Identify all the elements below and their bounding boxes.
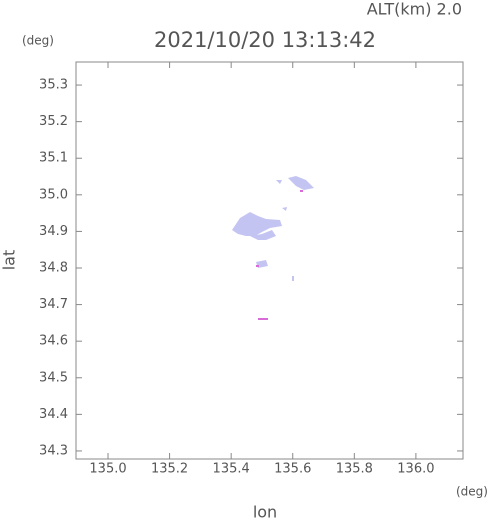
echo: [258, 318, 268, 320]
x-tick-label: 135.2: [151, 462, 188, 477]
y-tick-label: 34.6: [39, 334, 68, 349]
y-tick-label: 34.3: [39, 443, 68, 458]
echo: [288, 176, 314, 190]
echo: [232, 212, 282, 236]
y-tick-label: 34.7: [39, 297, 68, 312]
y-tick-label: 35.3: [39, 78, 68, 93]
y-tick-label: 35.0: [39, 187, 68, 202]
x-tick-label: 136.0: [397, 462, 434, 477]
altitude: ALT(km) 2.0: [367, 0, 462, 19]
y-tick-label: 34.9: [39, 224, 68, 239]
echo: [300, 190, 303, 192]
plot-frame: [75, 61, 464, 460]
y-tick-label: 34.5: [39, 370, 68, 385]
chart-title: 2021/10/20 13:13:42: [154, 28, 376, 52]
x-unit: (deg): [456, 485, 488, 499]
echo: [250, 230, 276, 240]
x-tick-label: 135.4: [213, 462, 250, 477]
echo: [282, 207, 287, 211]
x-tick-label: 135.0: [89, 462, 126, 477]
y-axis-label: lat: [0, 250, 19, 271]
x-tick-label: 135.8: [336, 462, 373, 477]
echoes: [232, 176, 314, 320]
y-tick-label: 34.4: [39, 407, 68, 422]
y-unit: (deg): [22, 34, 54, 48]
y-tick-label: 34.8: [39, 261, 68, 276]
x-tick-label: 135.6: [274, 462, 311, 477]
echo: [256, 265, 259, 267]
y-tick-label: 35.1: [39, 151, 68, 166]
x-axis-label: lon: [253, 503, 277, 521]
echo: [292, 276, 294, 281]
y-tick-label: 35.2: [39, 114, 68, 129]
echo: [276, 180, 282, 184]
